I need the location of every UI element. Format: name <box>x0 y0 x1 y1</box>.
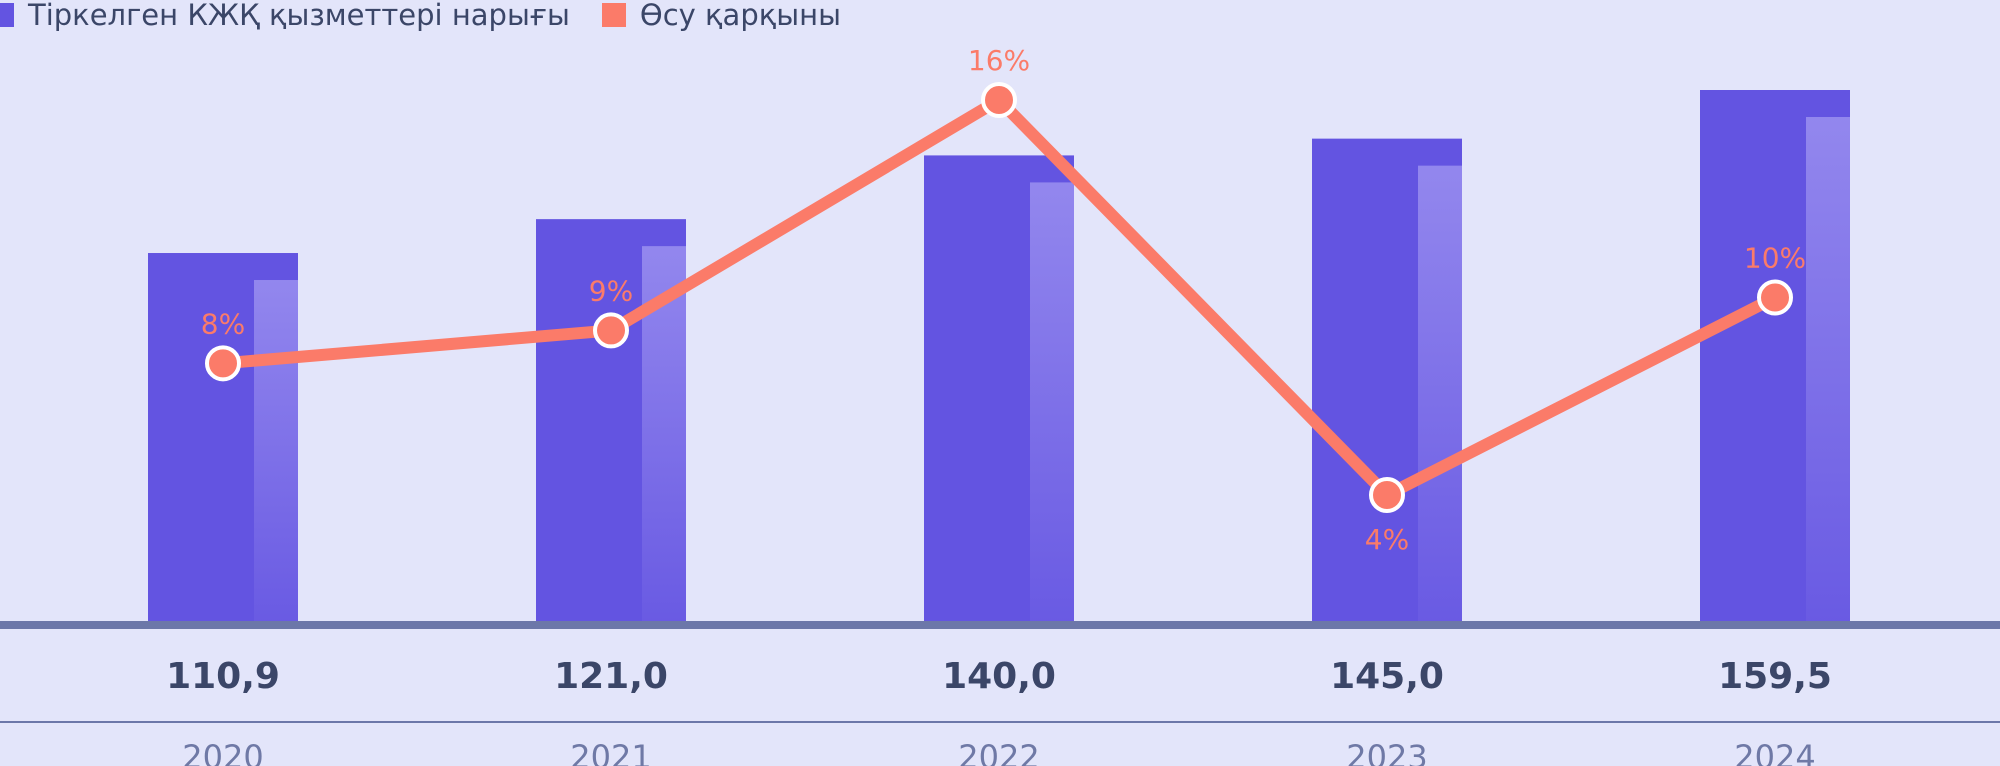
growth-line-layer <box>205 82 1793 513</box>
legend: Тіркелген КЖҚ қызметтері нарығы Өсу қарқ… <box>0 0 873 32</box>
bars-layer <box>148 90 1850 626</box>
growth-point-2024 <box>1757 279 1793 316</box>
legend-item-market: Тіркелген КЖҚ қызметтері нарығы <box>0 0 570 32</box>
year-label-2022: 2022 <box>958 738 1039 766</box>
value-label-2020: 110,9 <box>166 656 280 697</box>
growth-point-2022 <box>981 82 1017 118</box>
legend-label-growth: Өсу қарқыны <box>639 0 842 32</box>
bar-highlight-2022 <box>1030 182 1074 625</box>
growth-label-2022: 16% <box>968 44 1030 77</box>
growth-point-2021 <box>593 312 629 349</box>
value-label-2024: 159,5 <box>1718 656 1832 697</box>
growth-label-2023: 4% <box>1365 523 1409 556</box>
growth-point-2020 <box>205 345 241 382</box>
growth-label-2020: 8% <box>201 307 245 340</box>
legend-swatch-market <box>0 3 14 27</box>
legend-label-market: Тіркелген КЖҚ қызметтері нарығы <box>28 0 570 32</box>
value-label-2022: 140,0 <box>942 656 1056 697</box>
growth-point-2023 <box>1369 477 1405 513</box>
bar-highlight-2020 <box>254 280 298 625</box>
year-label-2021: 2021 <box>570 738 651 766</box>
x-axis-line <box>0 621 2000 629</box>
legend-item-growth: Өсу қарқыны <box>601 0 842 32</box>
growth-label-2021: 9% <box>589 274 633 307</box>
value-label-2023: 145,0 <box>1330 656 1444 697</box>
bar-highlight-2023 <box>1418 165 1462 626</box>
bar-highlight-2024 <box>1806 117 1850 625</box>
year-label-2024: 2024 <box>1734 738 1815 766</box>
year-label-2023: 2023 <box>1346 738 1427 766</box>
growth-label-2024: 10% <box>1744 242 1806 275</box>
year-label-2020: 2020 <box>182 738 263 766</box>
legend-swatch-growth <box>601 3 626 27</box>
value-label-2021: 121,0 <box>554 656 668 697</box>
labels-layer: 8% 9% 16% 4% 10% 110,9 2020 121,0 2021 140,0 2022 1… <box>166 44 1832 766</box>
